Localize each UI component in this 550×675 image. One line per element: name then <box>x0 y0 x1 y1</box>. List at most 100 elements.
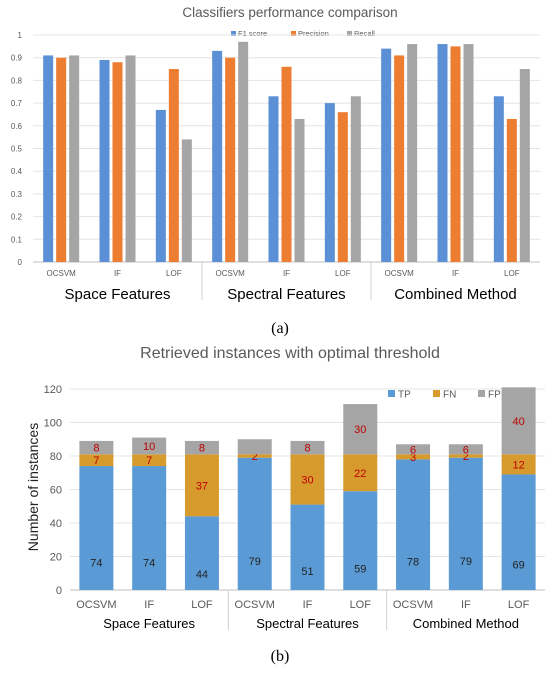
segment-fn <box>184 454 219 517</box>
chart-a-group-label: Spectral Features <box>227 286 345 303</box>
bar-recall <box>238 41 249 263</box>
chart-a-x-tick-label: LOF <box>166 269 182 278</box>
segment-label-tp: 79 <box>460 556 472 568</box>
segment-label-fn: 22 <box>354 468 366 480</box>
chart-b-x-tick-label: LOF <box>508 599 530 611</box>
bar-recall <box>125 55 136 263</box>
segment-fn <box>79 454 114 467</box>
segment-fp <box>290 440 325 455</box>
segment-tp <box>79 466 114 590</box>
chart-b-y-tick-label: 60 <box>50 485 62 497</box>
chart-b-group-label: Spectral Features <box>256 616 359 631</box>
legend-label-recall: Recall <box>354 29 375 38</box>
bar-f1-score <box>381 48 392 263</box>
segment-label-tp: 74 <box>143 558 155 570</box>
bar-recall <box>350 96 361 262</box>
bar-f1-score <box>99 59 110 262</box>
segment-tp <box>448 457 483 590</box>
segment-fp <box>79 440 114 455</box>
chart-b-x-tick-label: OCSVM <box>76 599 116 611</box>
chart-b-x-tick-label: LOF <box>191 599 213 611</box>
segment-label-fp: 6 <box>463 444 469 456</box>
legend-label-tp: TP <box>398 390 411 401</box>
segment-fp <box>448 444 483 455</box>
chart-a-y-axis: 0 0.1 0.2 0.3 0.4 0.5 0.6 0.7 0.8 0.9 1 <box>11 31 23 267</box>
segment-label-tp: 74 <box>90 558 102 570</box>
segment-label-tp: 69 <box>512 560 524 572</box>
chart-b-group-labels: Space Features Spectral Features Combined … <box>103 616 519 631</box>
bar-precision <box>112 62 123 262</box>
legend-swatch-f1-score <box>231 31 236 36</box>
segment-label-fp: 30 <box>354 424 366 436</box>
segment-tp <box>290 504 325 590</box>
segment-tp <box>343 491 378 590</box>
segment-fp <box>396 444 431 455</box>
instances-chart: Retrieved instances with optimal thresho… <box>25 345 545 665</box>
segment-label-fn: 2 <box>463 451 469 463</box>
segment-label-fp: 6 <box>410 444 416 456</box>
panel-b-label: (b) <box>271 648 290 665</box>
segment-tp <box>396 459 431 590</box>
bar-precision <box>281 66 292 262</box>
legend-swatch-fn <box>433 390 440 397</box>
segment-label-tp: 51 <box>301 566 313 578</box>
chart-b-x-tick-label: IF <box>144 599 154 611</box>
segment-label-fp: 8 <box>199 443 205 455</box>
segment-label-tp: 44 <box>196 569 208 581</box>
chart-a-x-tick-label: LOF <box>504 269 520 278</box>
segment-fp <box>237 439 272 455</box>
chart-a-y-tick-label: 0.1 <box>11 235 23 244</box>
segment-label-fn: 7 <box>93 455 99 467</box>
segment-label-fn: 30 <box>301 474 313 486</box>
bar-f1-score <box>43 55 54 263</box>
chart-a-x-tick-label: OCSVM <box>215 269 245 278</box>
chart-a-y-tick-label: 0.2 <box>11 213 23 222</box>
chart-b-y-tick-label: 100 <box>44 418 62 430</box>
chart-a-x-tick-label: IF <box>283 269 290 278</box>
chart-a-x-tick-label: IF <box>114 269 121 278</box>
chart-b-y-axis-title: Number of instances <box>25 423 41 551</box>
segment-fn <box>237 454 272 458</box>
segment-label-fn: 7 <box>146 455 152 467</box>
chart-a-x-tick-label: OCSVM <box>46 269 76 278</box>
legend-label-f1-score: F1 score <box>238 29 267 38</box>
chart-b-y-tick-label: 40 <box>50 518 62 530</box>
chart-a-y-tick-label: 0.6 <box>11 122 23 131</box>
bar-recall <box>519 69 530 262</box>
bar-f1-score <box>268 96 279 262</box>
chart-b-x-tick-label: IF <box>461 599 471 611</box>
bar-precision <box>450 46 461 262</box>
segment-fp <box>343 404 378 455</box>
segment-label-fp: 8 <box>93 443 99 455</box>
segment-label-fn: 3 <box>410 452 416 464</box>
chart-a-x-tick-label: OCSVM <box>384 269 414 278</box>
segment-tp <box>184 516 219 590</box>
bar-precision <box>506 118 517 263</box>
chart-b-x-tick-label: OCSVM <box>393 599 433 611</box>
segment-fp <box>132 437 167 455</box>
bar-recall <box>294 118 305 263</box>
bar-f1-score <box>493 96 504 262</box>
segment-label-fp: 8 <box>304 443 310 455</box>
legend-swatch-precision <box>291 31 296 36</box>
bar-recall <box>407 44 418 262</box>
bar-f1-score <box>212 50 223 262</box>
segment-tp <box>501 474 536 590</box>
chart-b-x-axis: OCSVM IF LOF OCSVM IF LOF OCSVM IF LOF <box>76 590 530 630</box>
panel-a-label: (a) <box>271 320 289 337</box>
bar-recall <box>69 55 80 263</box>
segment-fn <box>501 454 536 475</box>
segment-label-fn: 12 <box>512 459 524 471</box>
segment-fn <box>290 454 325 505</box>
chart-a-y-tick-label: 0.5 <box>11 145 23 154</box>
chart-a-legend: F1 score Precision Recall <box>231 29 375 38</box>
chart-b-x-tick-label: IF <box>303 599 313 611</box>
segment-label-fp: 40 <box>512 416 524 428</box>
legend-swatch-tp <box>388 390 395 397</box>
performance-chart: Classifiers performance comparison F1 sc… <box>11 5 540 337</box>
chart-b-group-label: Combined Method <box>413 616 519 631</box>
bar-f1-score <box>324 103 335 262</box>
segment-fp <box>501 387 536 455</box>
chart-b-y-tick-label: 120 <box>44 384 62 396</box>
